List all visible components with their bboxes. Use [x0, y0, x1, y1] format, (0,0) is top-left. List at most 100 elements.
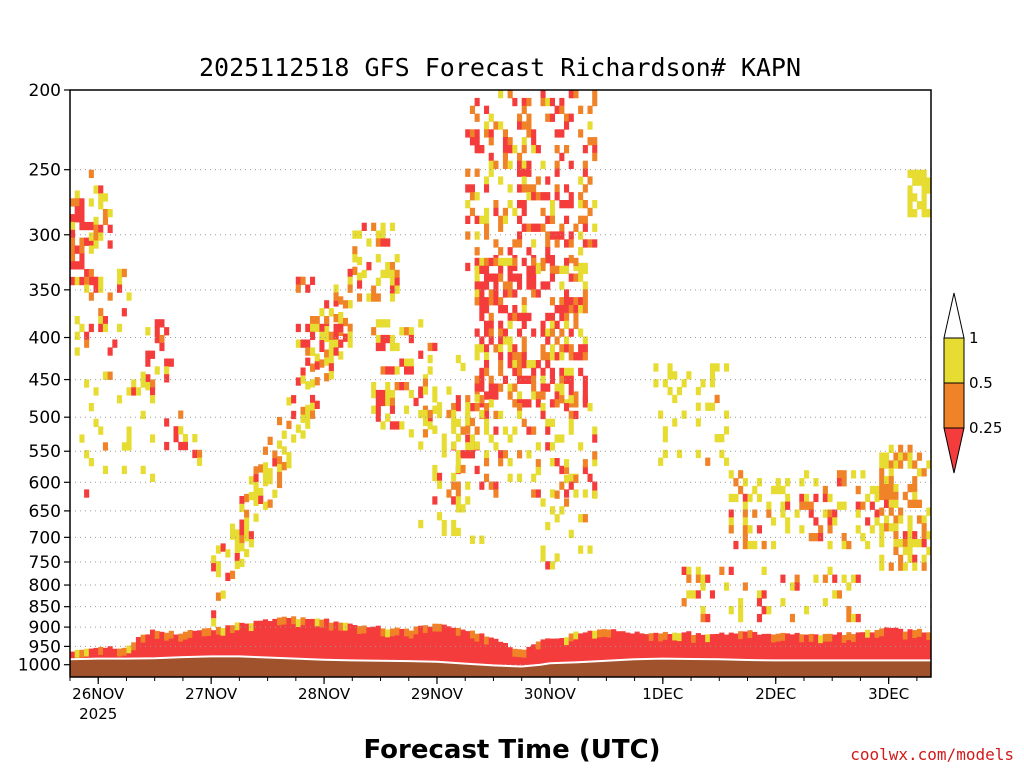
ri-cell — [371, 293, 377, 302]
ri-cell — [197, 630, 203, 639]
ri-cell — [300, 648, 306, 657]
ri-cell — [74, 190, 80, 199]
ri-cell — [517, 410, 523, 420]
ri-cell — [507, 458, 513, 467]
ri-cell — [597, 629, 603, 638]
ri-cell — [267, 476, 273, 485]
ri-cell — [140, 634, 146, 643]
ri-cell — [164, 640, 170, 649]
ri-cell — [484, 129, 490, 138]
ri-cell — [521, 375, 527, 384]
ri-cell — [502, 658, 508, 668]
ri-cell — [389, 262, 395, 271]
ri-cell — [705, 457, 711, 466]
ri-cell — [540, 320, 546, 329]
ri-cell — [502, 289, 508, 298]
ri-cell — [662, 426, 668, 435]
ri-cell — [352, 266, 358, 275]
ri-cell — [526, 281, 532, 290]
ri-cell — [493, 442, 499, 451]
ri-cell — [74, 261, 80, 270]
ri-cell — [469, 638, 475, 647]
ri-cell — [531, 223, 537, 232]
ri-cell — [836, 478, 842, 487]
ri-cell — [554, 458, 560, 467]
ri-cell — [498, 649, 504, 658]
ri-cell — [121, 647, 127, 657]
ri-cell — [724, 457, 730, 466]
ri-cell — [164, 366, 170, 375]
ri-cell — [328, 622, 334, 631]
ri-cell — [380, 652, 386, 661]
ri-cell — [742, 525, 748, 534]
ri-cell — [371, 285, 377, 294]
ri-cell — [667, 363, 673, 372]
ri-cell — [578, 231, 584, 240]
ri-cell — [394, 635, 400, 644]
ri-cell — [705, 402, 711, 411]
ri-cell — [507, 90, 513, 99]
ri-cell — [559, 97, 565, 107]
ri-cell — [554, 352, 560, 361]
ri-cell — [215, 561, 221, 570]
ri-cell — [902, 562, 908, 571]
ri-cell — [484, 652, 490, 661]
ri-cell — [225, 648, 231, 658]
ri-cell — [634, 631, 640, 640]
ri-cell — [182, 639, 188, 648]
ri-cell — [319, 627, 325, 636]
ri-cell — [215, 592, 221, 601]
ri-cell — [460, 450, 466, 459]
ri-cell — [159, 631, 165, 641]
ri-cell — [582, 352, 588, 361]
ri-cell — [399, 628, 405, 638]
ri-cell — [437, 402, 443, 411]
ri-cell — [281, 632, 287, 641]
ri-cell — [126, 653, 132, 662]
ri-cell — [869, 640, 875, 649]
ri-cell — [794, 632, 800, 642]
ri-cell — [465, 200, 471, 209]
ri-cell — [742, 509, 748, 518]
ri-cell — [74, 206, 80, 215]
ri-cell — [74, 316, 80, 325]
ri-cell — [385, 645, 391, 654]
ri-cell — [427, 409, 433, 419]
ri-cell — [432, 472, 438, 482]
ri-cell — [907, 652, 913, 662]
ri-cell — [267, 628, 273, 638]
ri-cell — [371, 626, 377, 635]
ri-cell — [258, 636, 264, 645]
ri-cell — [422, 378, 428, 387]
ri-cell — [178, 426, 184, 435]
ri-cell — [724, 642, 730, 651]
ri-cell — [502, 328, 508, 337]
ri-cell — [780, 574, 786, 583]
ri-cell — [709, 371, 715, 380]
ri-cell — [211, 555, 217, 564]
ri-cell — [310, 363, 316, 372]
ri-cell — [314, 649, 320, 659]
ri-cell — [921, 169, 927, 178]
ri-cell — [888, 643, 894, 652]
ri-cell — [135, 387, 141, 396]
ri-cell — [898, 628, 904, 638]
ri-cell — [79, 253, 85, 262]
ri-cell — [399, 636, 405, 646]
ri-cell — [564, 474, 570, 484]
ri-cell — [389, 636, 395, 645]
ri-cell — [559, 638, 565, 647]
ri-cell — [493, 426, 499, 435]
ri-cell — [549, 442, 555, 451]
ri-cell — [469, 630, 475, 639]
ri-cell — [74, 198, 80, 207]
ri-cell — [484, 121, 490, 130]
ri-cell — [502, 257, 508, 267]
ri-cell — [493, 207, 499, 217]
ri-cell — [902, 647, 908, 656]
ri-cell — [512, 426, 518, 435]
ri-cell — [738, 606, 744, 615]
ri-cell — [676, 633, 682, 642]
ri-cell — [545, 231, 551, 240]
ri-cell — [484, 265, 490, 274]
